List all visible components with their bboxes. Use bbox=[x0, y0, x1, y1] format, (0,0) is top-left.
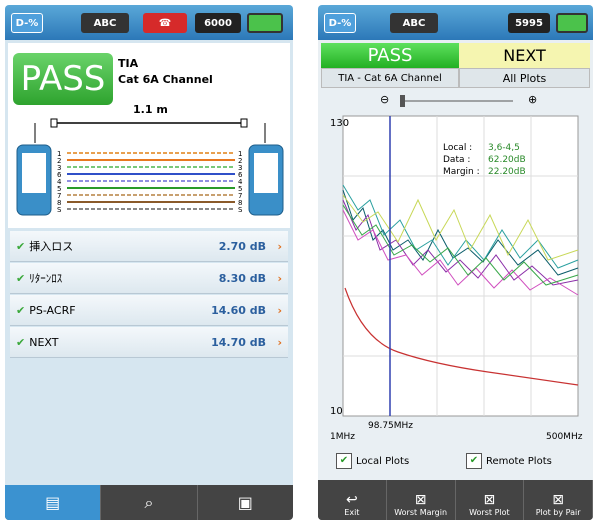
keypad-chip[interactable]: ABC bbox=[81, 13, 129, 33]
marker-label: 98.75MHz bbox=[368, 421, 413, 431]
readout-label: Local : bbox=[443, 143, 472, 153]
nav-search[interactable]: ⌕ bbox=[100, 485, 196, 520]
row-value: 14.60 dB bbox=[211, 304, 266, 317]
tab-pass[interactable]: PASS bbox=[321, 43, 459, 68]
row-arrow: › bbox=[277, 336, 282, 349]
readout-value: 22.20dB bbox=[488, 167, 526, 177]
button-icon: ⊠ bbox=[415, 492, 427, 508]
check-icon: ✔ bbox=[16, 336, 25, 349]
plot: ⊖ ⊕ 130 10 98.75MHz 1MHz 500MHz Local : 3… bbox=[318, 90, 593, 440]
checkbox-local[interactable]: ✔Local Plots bbox=[336, 453, 409, 469]
row-label: ﾘﾀｰﾝﾛｽ bbox=[29, 270, 62, 286]
keypad-chip[interactable]: ABC bbox=[390, 13, 438, 33]
button-icon: ⊠ bbox=[484, 492, 496, 508]
button-label: Worst Plot bbox=[469, 508, 510, 517]
zoom-handle[interactable] bbox=[400, 95, 405, 107]
button-icon: ↩ bbox=[346, 492, 358, 508]
readout-value: 3,6-4,5 bbox=[488, 143, 520, 153]
row-value: 14.70 dB bbox=[211, 336, 266, 349]
battery-icon bbox=[247, 13, 283, 33]
row-value: 2.70 dB bbox=[219, 240, 266, 253]
result-row[interactable]: ✔ NEXT 14.70 dB › bbox=[10, 327, 288, 358]
row-arrow: › bbox=[277, 304, 282, 317]
row-arrow: › bbox=[277, 272, 282, 285]
readout-label: Data : bbox=[443, 155, 470, 165]
left-screen: D-% ABC ☎ 6000 PASS TIA Cat 6A Channel 1… bbox=[5, 5, 293, 520]
toolbar-button[interactable]: ↩Exit bbox=[318, 480, 387, 520]
button-label: Exit bbox=[344, 508, 359, 517]
bottom-buttons: ↩Exit⊠Worst Margin⊠Worst Plot⊠Plot by Pa… bbox=[318, 480, 593, 520]
mode-chip[interactable]: D-% bbox=[324, 13, 356, 33]
button-label: Plot by Pair bbox=[536, 508, 581, 517]
toolbar-button[interactable]: ⊠Plot by Pair bbox=[524, 480, 593, 520]
battery-icon bbox=[556, 13, 588, 33]
wiremap: 1122336644557788SS bbox=[5, 115, 293, 225]
check-icon: ✔ bbox=[16, 240, 25, 253]
marker bbox=[241, 119, 247, 127]
check-icon: ✔ bbox=[16, 272, 25, 285]
leader bbox=[35, 123, 265, 143]
nav-summary[interactable]: ▤ bbox=[5, 485, 100, 520]
button-icon: ⊠ bbox=[552, 492, 564, 508]
status-bar bbox=[318, 5, 593, 40]
hangup-chip[interactable]: ☎ bbox=[143, 13, 187, 33]
toolbar-button[interactable]: ⊠Worst Margin bbox=[387, 480, 456, 520]
zoom-out[interactable]: ⊖ bbox=[380, 93, 389, 106]
result-row[interactable]: ✔ PS-ACRF 14.60 dB › bbox=[10, 295, 288, 326]
result-row[interactable]: ✔ 挿入ロス 2.70 dB › bbox=[10, 231, 288, 262]
toolbar-button[interactable]: ⊠Worst Plot bbox=[456, 480, 525, 520]
device-screen bbox=[254, 153, 278, 193]
x-right-label: 500MHz bbox=[546, 432, 583, 440]
cable: Cat 6A Channel bbox=[118, 73, 213, 86]
checkbox-label: Local Plots bbox=[356, 456, 409, 467]
mode-chip[interactable]: D-% bbox=[11, 13, 43, 33]
y-top-label: 130 bbox=[330, 118, 349, 129]
device-screen bbox=[22, 153, 46, 193]
page: D-% ABC ☎ 6000 PASS TIA Cat 6A Channel 1… bbox=[0, 0, 598, 524]
check-icon: ✔ bbox=[16, 304, 25, 317]
readout-label: Margin : bbox=[443, 167, 480, 177]
readout-value: 62.20dB bbox=[488, 155, 526, 165]
pin-label: S bbox=[57, 206, 62, 214]
bottom-nav: ▤ ⌕ ▣ bbox=[5, 485, 293, 520]
battery-label: 6000 bbox=[195, 13, 241, 33]
result-row[interactable]: ✔ ﾘﾀｰﾝﾛｽ 8.30 dB › bbox=[10, 263, 288, 294]
row-arrow: › bbox=[277, 240, 282, 253]
subtab-plots[interactable]: All Plots bbox=[459, 68, 590, 88]
standard: TIA bbox=[118, 57, 138, 70]
pin-label: S bbox=[238, 206, 243, 214]
subtab-standard: TIA - Cat 6A Channel bbox=[321, 68, 459, 88]
checkbox-label: Remote Plots bbox=[486, 456, 552, 467]
right-screen: D-% ABC 5995 PASS NEXT TIA - Cat 6A Chan… bbox=[318, 5, 593, 520]
x-left-label: 1MHz bbox=[330, 432, 355, 440]
result-badge: PASS bbox=[13, 53, 113, 105]
marker bbox=[51, 119, 57, 127]
battery-label: 5995 bbox=[508, 13, 550, 33]
nav-save[interactable]: ▣ bbox=[197, 485, 293, 520]
row-value: 8.30 dB bbox=[219, 272, 266, 285]
tab-next[interactable]: NEXT bbox=[459, 43, 590, 68]
row-label: PS-ACRF bbox=[29, 304, 75, 317]
button-label: Worst Margin bbox=[394, 508, 447, 517]
row-label: NEXT bbox=[29, 336, 58, 349]
row-label: 挿入ロス bbox=[29, 238, 73, 254]
y-bottom-label: 10 bbox=[330, 406, 343, 417]
checkbox-remote[interactable]: ✔Remote Plots bbox=[466, 453, 552, 469]
zoom-in[interactable]: ⊕ bbox=[528, 93, 537, 106]
